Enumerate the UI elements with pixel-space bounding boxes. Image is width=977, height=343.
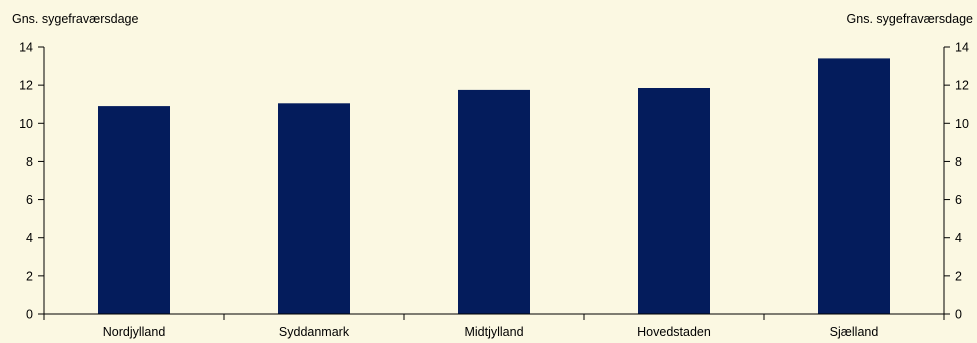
bar bbox=[818, 58, 890, 314]
right-y-tick-label: 6 bbox=[955, 193, 962, 207]
right-axis-title: Gns. sygefraværsdage bbox=[847, 12, 973, 26]
x-category-label: Midtjylland bbox=[464, 325, 523, 339]
left-y-tick-label: 0 bbox=[26, 308, 33, 322]
bar bbox=[638, 88, 710, 314]
bar bbox=[278, 103, 350, 314]
x-category-label: Nordjylland bbox=[103, 325, 166, 339]
x-category-label: Sjælland bbox=[830, 325, 879, 339]
left-y-tick-label: 4 bbox=[26, 231, 33, 245]
left-y-tick-label: 12 bbox=[19, 79, 33, 93]
left-axis-title: Gns. sygefraværsdage bbox=[12, 12, 138, 26]
right-y-tick-label: 10 bbox=[955, 117, 969, 131]
bar bbox=[458, 90, 530, 314]
left-y-tick-label: 14 bbox=[19, 41, 33, 55]
left-y-tick-label: 6 bbox=[26, 193, 33, 207]
right-y-tick-label: 0 bbox=[955, 308, 962, 322]
left-y-tick-label: 10 bbox=[19, 117, 33, 131]
right-y-tick-label: 4 bbox=[955, 231, 962, 245]
left-y-tick-label: 8 bbox=[26, 155, 33, 169]
x-category-label: Hovedstaden bbox=[637, 325, 711, 339]
x-category-label: Syddanmark bbox=[279, 325, 350, 339]
right-y-tick-label: 8 bbox=[955, 155, 962, 169]
left-y-tick-label: 2 bbox=[26, 269, 33, 283]
right-y-tick-label: 12 bbox=[955, 79, 969, 93]
bar bbox=[98, 106, 170, 314]
right-y-tick-label: 2 bbox=[955, 269, 962, 283]
right-y-tick-label: 14 bbox=[955, 41, 969, 55]
